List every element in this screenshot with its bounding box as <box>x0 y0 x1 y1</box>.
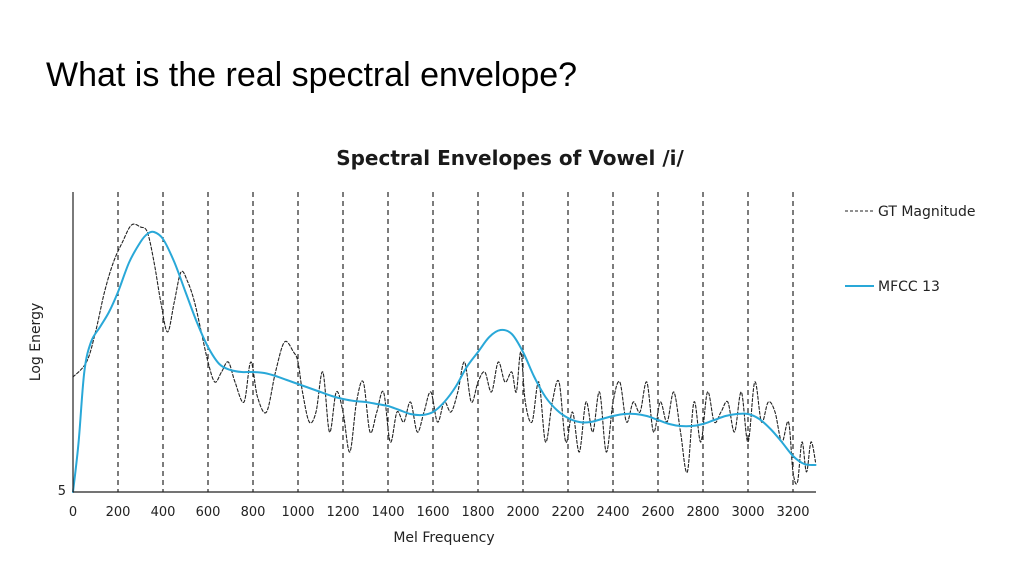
x-tick-label-1200: 1200 <box>326 505 359 520</box>
chart-title: Spectral Envelopes of Vowel /i/ <box>336 146 684 170</box>
x-tick-label-2600: 2600 <box>641 505 674 520</box>
x-tick-label-400: 400 <box>151 505 176 520</box>
legend-label-0: GT Magnitude <box>878 204 976 220</box>
x-tick-label-0: 0 <box>69 505 77 520</box>
x-axis-label: Mel Frequency <box>393 530 494 546</box>
legend-label-1: MFCC 13 <box>878 279 940 295</box>
legend: GT Magnitude MFCC 13 <box>845 204 976 295</box>
vertical-gridlines <box>117 192 794 492</box>
x-tick-label-2000: 2000 <box>506 505 539 520</box>
x-tick-label-1400: 1400 <box>371 505 404 520</box>
series-line-mfcc-13 <box>72 230 817 493</box>
x-axis-ticks: 0 200 400 600 800 1000 1200 1400 1600 1800 2000 220… <box>69 505 810 520</box>
x-tick-label-1800: 1800 <box>461 505 494 520</box>
x-tick-label-600: 600 <box>196 505 221 520</box>
slide-title: What is the real spectral envelope? <box>46 56 578 94</box>
x-tick-label-800: 800 <box>241 505 266 520</box>
x-tick-label-1600: 1600 <box>416 505 449 520</box>
y-axis-label: Log Energy <box>28 303 44 381</box>
y-axis-ticks: 5 <box>58 484 66 499</box>
series-layer <box>72 223 817 493</box>
x-tick-label-3000: 3000 <box>731 505 764 520</box>
x-tick-label-2200: 2200 <box>551 505 584 520</box>
series-line-gt-magnitude <box>72 223 817 485</box>
x-tick-label-3200: 3200 <box>776 505 809 520</box>
x-tick-label-2800: 2800 <box>686 505 719 520</box>
x-tick-label-1000: 1000 <box>281 505 314 520</box>
y-tick-label-5: 5 <box>58 484 66 499</box>
x-tick-label-200: 200 <box>106 505 131 520</box>
x-tick-label-2400: 2400 <box>596 505 629 520</box>
